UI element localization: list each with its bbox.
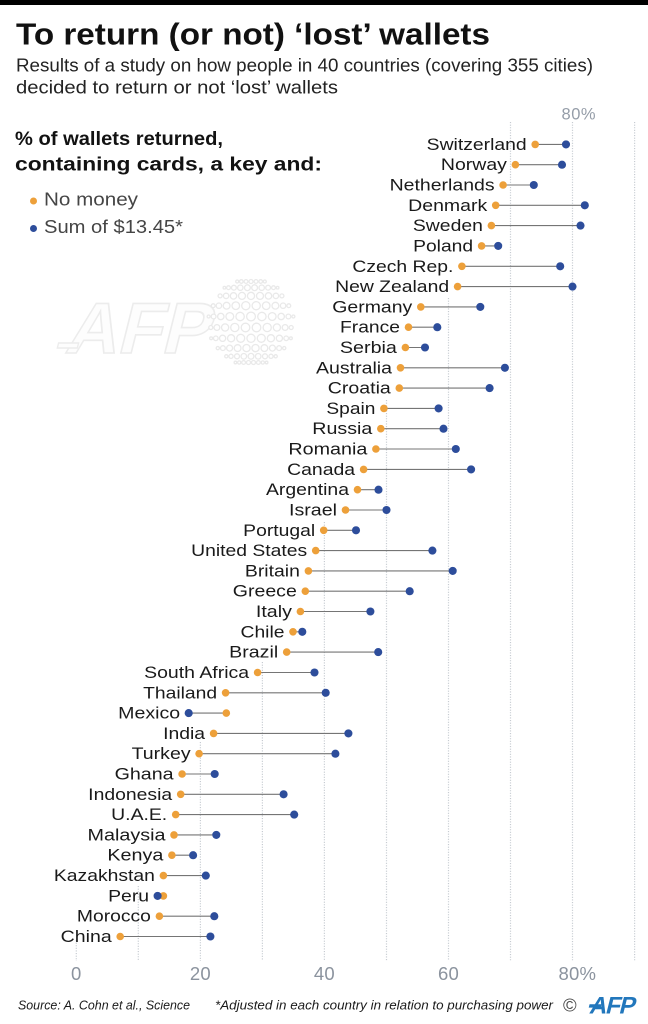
svg-text:Canada: Canada — [287, 460, 356, 479]
svg-text:Malaysia: Malaysia — [88, 825, 167, 844]
svg-text:40: 40 — [314, 963, 335, 984]
svg-text:Thailand: Thailand — [143, 683, 217, 702]
svg-text:Ghana: Ghana — [115, 765, 175, 784]
svg-text:Results of a study on how peop: Results of a study on how people in 40 c… — [16, 56, 593, 76]
svg-text:Denmark: Denmark — [408, 196, 488, 215]
svg-text:% of wallets returned,: % of wallets returned, — [15, 129, 223, 150]
svg-text:Indonesia: Indonesia — [88, 785, 173, 804]
svg-text:Italy: Italy — [256, 602, 293, 621]
svg-text:Netherlands: Netherlands — [390, 176, 495, 195]
svg-text:Brazil: Brazil — [229, 643, 278, 662]
svg-text:Romania: Romania — [288, 440, 368, 459]
svg-text:decided to return or not ‘lost: decided to return or not ‘lost’ wallets — [16, 78, 338, 98]
svg-text:Source: A. Cohn et al., Scienc: Source: A. Cohn et al., Science — [18, 998, 190, 1013]
svg-text:Argentina: Argentina — [266, 480, 350, 499]
svg-text:U.A.E.: U.A.E. — [111, 805, 167, 824]
svg-text:New Zealand: New Zealand — [335, 277, 449, 296]
svg-text:Kenya: Kenya — [107, 846, 164, 865]
svg-text:Sum of $13.45*: Sum of $13.45* — [44, 217, 183, 237]
svg-text:Sweden: Sweden — [413, 216, 483, 235]
svg-text:Chile: Chile — [241, 622, 285, 641]
svg-text:Portugal: Portugal — [243, 521, 315, 540]
svg-text:Mexico: Mexico — [118, 704, 180, 723]
svg-text:United States: United States — [191, 541, 307, 560]
svg-text:Kazakhstan: Kazakhstan — [54, 866, 155, 885]
svg-text:No money: No money — [44, 190, 138, 210]
svg-text:Greece: Greece — [233, 582, 297, 601]
svg-text:Israel: Israel — [289, 501, 337, 520]
svg-text:*Adjusted in each country in r: *Adjusted in each country in relation to… — [215, 998, 554, 1013]
svg-text:Germany: Germany — [332, 297, 413, 316]
svg-text:Turkey: Turkey — [132, 744, 192, 763]
svg-text:Serbia: Serbia — [340, 338, 398, 357]
svg-text:Croatia: Croatia — [328, 379, 392, 398]
svg-text:Australia: Australia — [316, 358, 393, 377]
svg-text:China: China — [61, 927, 113, 946]
svg-text:80%: 80% — [562, 106, 597, 124]
svg-text:France: France — [340, 318, 400, 337]
svg-text:Czech Rep.: Czech Rep. — [352, 257, 453, 276]
svg-text:Peru: Peru — [108, 886, 149, 905]
svg-text:Spain: Spain — [326, 399, 375, 418]
svg-text:0: 0 — [71, 963, 82, 984]
svg-text:containing cards, a key and:: containing cards, a key and: — [15, 155, 322, 176]
svg-text:Norway: Norway — [441, 155, 508, 174]
svg-text:Britain: Britain — [245, 561, 300, 580]
svg-text:South Africa: South Africa — [144, 663, 250, 682]
svg-text:Switzerland: Switzerland — [427, 135, 527, 154]
svg-text:India: India — [163, 724, 206, 743]
svg-text:To return (or not) ‘lost’ wall: To return (or not) ‘lost’ wallets — [16, 17, 490, 52]
svg-text:AFP: AFP — [60, 289, 224, 369]
svg-text:Morocco: Morocco — [77, 907, 151, 926]
svg-text:Poland: Poland — [413, 236, 473, 255]
svg-text:60: 60 — [438, 963, 459, 984]
svg-text:80%: 80% — [558, 963, 596, 984]
svg-text:Russia: Russia — [312, 419, 373, 438]
svg-text:20: 20 — [190, 963, 211, 984]
svg-text:©: © — [563, 995, 577, 1016]
